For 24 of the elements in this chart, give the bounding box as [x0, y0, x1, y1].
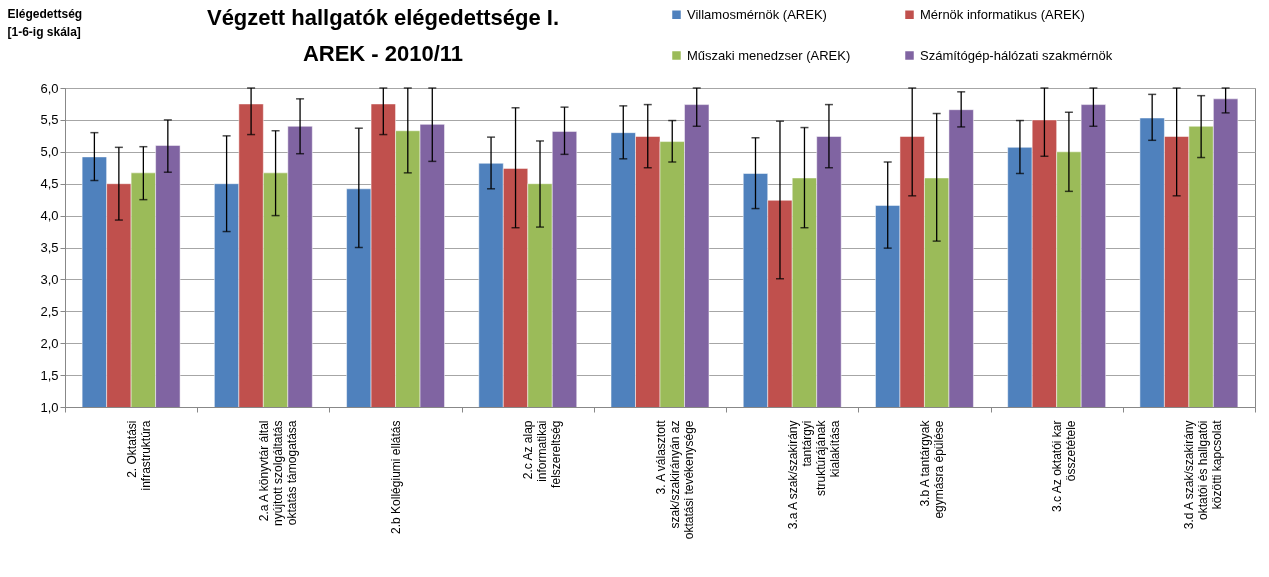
- legend-label: Műszaki menedzser (AREK): [687, 47, 851, 63]
- legend-label: Villamosmérnök (AREK): [687, 6, 827, 22]
- x-tick-label: 2. Oktatási infrastruktúra: [124, 420, 153, 491]
- x-tick-label: 2.b Kollégiumi ellátás: [389, 420, 404, 534]
- legend-label: Mérnök informatikus (AREK): [920, 6, 1085, 22]
- y-tick-label: 3,0: [40, 271, 59, 287]
- y-tick-label: 5,0: [40, 144, 59, 160]
- chart-title: Végzett hallgatók elégedettsége I. AREK - 2010/11: [206, 5, 560, 66]
- x-tick-label: 3.d A szak/szakirány oktatói és hallgatói közötti kapcsolat: [1182, 419, 1225, 530]
- y-tick-label: 6,0: [40, 80, 59, 96]
- legend-label: Számítógép-hálózati szakmérnök: [920, 47, 1113, 63]
- y-tick-label: 2,5: [40, 303, 59, 319]
- y-tick-label: 4,5: [40, 176, 59, 192]
- y-tick-label: 5,5: [40, 112, 59, 128]
- y-tick-label: 1,5: [40, 367, 59, 383]
- y-tick-label: 2,0: [40, 335, 59, 351]
- y-tick-label: 1,0: [40, 399, 59, 415]
- x-tick-label: 3.a A szak/szakirány tantárgyi struktúrájának kialakítása: [785, 419, 842, 530]
- y-tick-label: 4,0: [40, 208, 59, 224]
- x-tick-label: 2.a A könyvtár által nyújtott szolgáltatás oktatás támogatása: [256, 420, 299, 526]
- x-tick-label: 3.c Az oktatói kar összetétele: [1050, 420, 1079, 512]
- y-tick-label: 3,5: [40, 240, 59, 255]
- x-tick-label: 2.c Az alap informatikai felszereltség: [521, 420, 564, 488]
- y-axis-title: Elégedettség [1-6-ig skála]: [7, 6, 83, 39]
